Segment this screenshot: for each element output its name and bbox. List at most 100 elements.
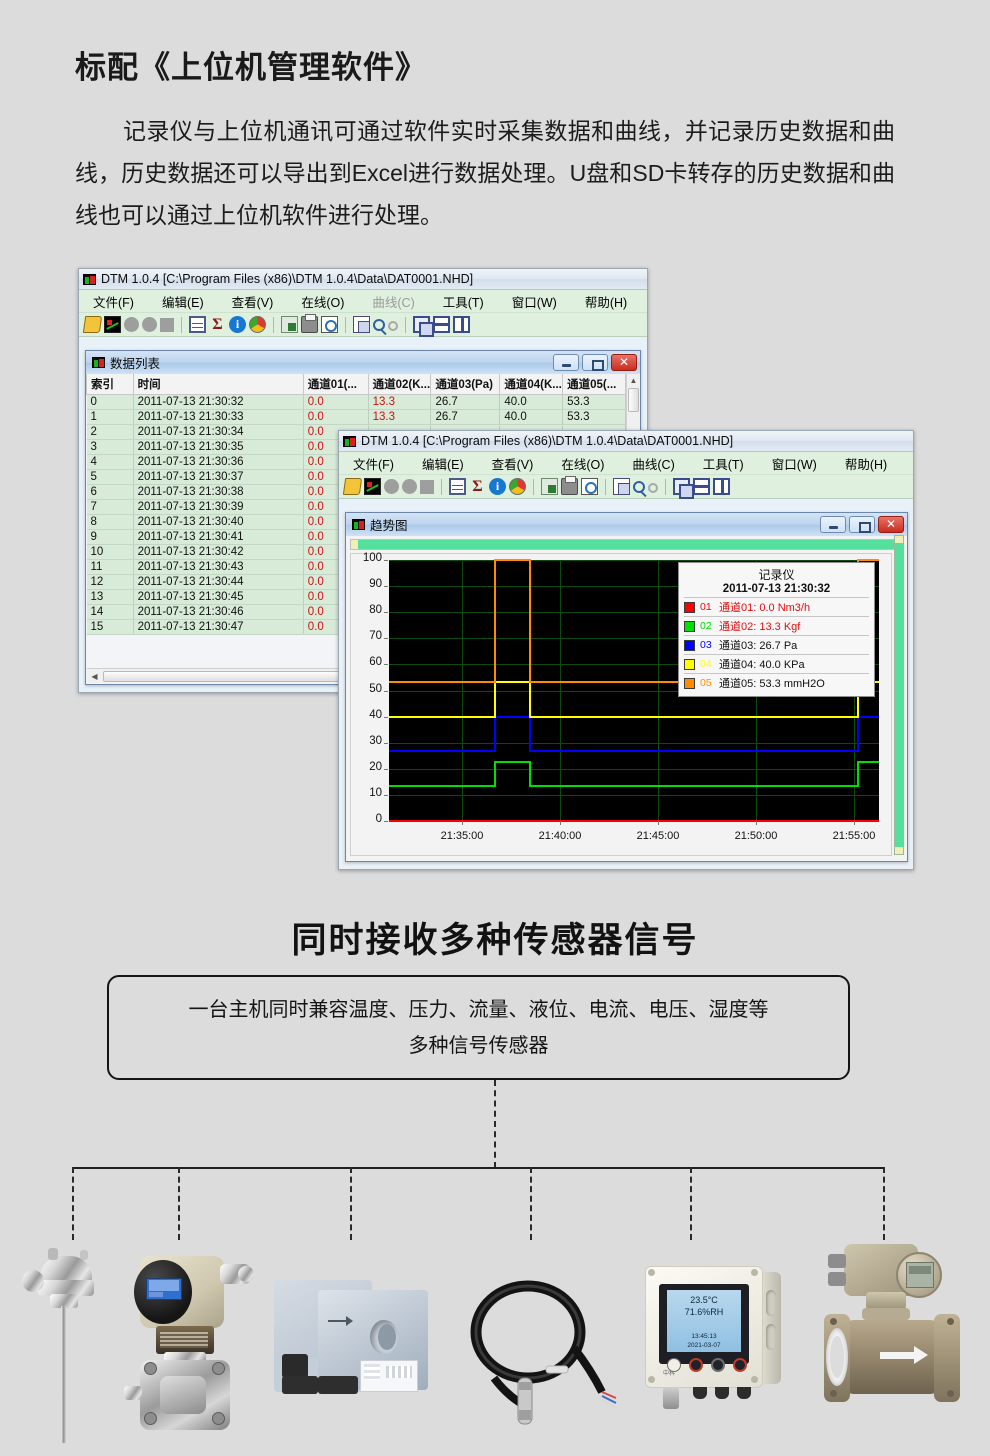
column-header-1[interactable]: 时间 — [132, 374, 304, 395]
menu-view[interactable]: 查看(V) — [491, 457, 534, 472]
dtm-window-trend[interactable]: DTM 1.0.4 [C:\Program Files (x86)\DTM 1.… — [338, 430, 914, 870]
range-handle-left[interactable] — [351, 540, 358, 549]
stop-square-icon[interactable] — [160, 317, 174, 332]
range-track[interactable] — [358, 540, 895, 549]
zoom-in-icon[interactable] — [373, 319, 385, 331]
legend-color-swatch — [684, 620, 695, 632]
power-button[interactable] — [667, 1358, 681, 1372]
zoom-out-icon[interactable] — [648, 482, 658, 493]
mdi-titlebar-trend[interactable]: 趋势图 ✕ — [346, 513, 907, 536]
column-header-2[interactable]: 通道01(... — [302, 374, 369, 395]
pie-chart-icon[interactable] — [509, 478, 526, 495]
table-row[interactable]: 1 2011-07-13 21:30:33 0.0 13.3 26.7 40.0 53.3 — [86, 409, 626, 425]
menu-edit[interactable]: 编辑(E) — [421, 457, 464, 472]
mdi-titlebar[interactable]: 数据列表 ✕ — [86, 351, 640, 374]
trend-chart[interactable]: 0 10 20 30 40 50 60 70 80 90 100 21:35:00 21:40:00 21… — [350, 552, 892, 856]
set-button[interactable] — [689, 1358, 703, 1372]
table-grid-icon[interactable] — [449, 478, 466, 495]
legend-item-01[interactable]: 01 通道01: 0.0 Nm3/h — [684, 597, 869, 616]
zoom-out-icon[interactable] — [388, 320, 398, 331]
vsb-handle-top[interactable] — [895, 536, 903, 543]
minimize-button[interactable] — [553, 354, 579, 371]
column-header-6[interactable]: 通道05(... — [562, 374, 626, 395]
toolbar[interactable]: Σ i — [79, 313, 647, 337]
chart-vertical-scrollbar[interactable] — [894, 535, 904, 855]
column-header-5[interactable]: 通道04(K... — [499, 374, 564, 395]
export-excel-icon[interactable] — [281, 316, 298, 333]
copy-icon[interactable] — [353, 316, 370, 333]
menu-online[interactable]: 在线(O) — [301, 295, 345, 310]
menu-window[interactable]: 窗口(W) — [771, 457, 817, 472]
column-header-4[interactable]: 通道03(Pa) — [430, 374, 501, 395]
legend-item-02[interactable]: 02 通道02: 13.3 Kgf — [684, 616, 869, 635]
scroll-thumb[interactable] — [628, 388, 639, 412]
copy-icon[interactable] — [613, 478, 630, 495]
legend-item-04[interactable]: 04 通道04: 40.0 KPa — [684, 654, 869, 673]
column-header-0[interactable]: 索引 — [86, 374, 134, 395]
mdi-window-trend[interactable]: 趋势图 ✕ 0 10 20 30 40 50 60 70 80 90 100 21:35:00 21:4… — [345, 512, 908, 862]
record-circle-icon[interactable] — [124, 317, 139, 332]
menubar[interactable]: 文件(F) 编辑(E) 查看(V) 在线(O) 曲线(C) 工具(T) 窗口(W… — [79, 290, 647, 313]
menu-tools[interactable]: 工具(T) — [442, 295, 484, 310]
menu-file[interactable]: 文件(F) — [93, 295, 134, 310]
column-header-3[interactable]: 通道02(K... — [367, 374, 432, 395]
chart-icon[interactable] — [104, 316, 121, 333]
pie-chart-icon[interactable] — [249, 316, 266, 333]
cascade-windows-icon[interactable] — [673, 478, 694, 499]
tile-horizontal-icon[interactable] — [693, 478, 710, 495]
legend-item-03[interactable]: 03 通道03: 26.7 Pa — [684, 635, 869, 654]
table-row[interactable]: 0 2011-07-13 21:30:32 0.0 13.3 26.7 40.0 53.3 — [86, 394, 626, 410]
close-button[interactable]: ✕ — [611, 354, 637, 371]
pause-circle-icon[interactable] — [142, 317, 157, 332]
chart-icon[interactable] — [364, 478, 381, 495]
menu-window[interactable]: 窗口(W) — [511, 295, 557, 310]
menu-tools[interactable]: 工具(T) — [702, 457, 744, 472]
sigma-statistics-icon[interactable]: Σ — [212, 316, 223, 333]
menu-file[interactable]: 文件(F) — [353, 457, 394, 472]
up-button[interactable] — [733, 1358, 747, 1372]
menu-view[interactable]: 查看(V) — [231, 295, 274, 310]
minimize-button[interactable] — [820, 516, 846, 533]
open-folder-icon[interactable] — [342, 478, 363, 495]
pause-circle-icon[interactable] — [402, 479, 417, 494]
window-titlebar[interactable]: DTM 1.0.4 [C:\Program Files (x86)\DTM 1.… — [79, 269, 647, 290]
print-icon[interactable] — [301, 314, 318, 333]
maximize-button[interactable] — [582, 354, 608, 371]
time-range-scrollbar[interactable] — [350, 539, 903, 550]
table-grid-icon[interactable] — [189, 316, 206, 333]
open-folder-icon[interactable] — [82, 316, 103, 333]
menu-curve[interactable]: 曲线(C) — [632, 457, 675, 472]
window-titlebar-2[interactable]: DTM 1.0.4 [C:\Program Files (x86)\DTM 1.… — [339, 431, 913, 452]
cell-r0-c6: 53.3 — [562, 394, 626, 410]
menu-help[interactable]: 帮助(H) — [844, 457, 888, 472]
menu-curve[interactable]: 曲线(C) — [372, 295, 415, 310]
sigma-statistics-icon[interactable]: Σ — [472, 478, 483, 495]
zoom-in-icon[interactable] — [633, 481, 645, 493]
series-03-segment — [529, 750, 857, 753]
maximize-button[interactable] — [849, 516, 875, 533]
record-circle-icon[interactable] — [384, 479, 399, 494]
tile-horizontal-icon[interactable] — [433, 316, 450, 333]
scroll-left-icon[interactable]: ◀ — [91, 671, 98, 681]
menubar-2[interactable]: 文件(F) 编辑(E) 查看(V) 在线(O) 曲线(C) 工具(T) 窗口(W… — [339, 452, 913, 475]
tile-vertical-icon[interactable] — [713, 478, 730, 495]
cascade-windows-icon[interactable] — [413, 316, 434, 337]
legend-item-05[interactable]: 05 通道05: 53.3 mmH2O — [684, 673, 869, 692]
menu-help[interactable]: 帮助(H) — [584, 295, 628, 310]
info-icon[interactable]: i — [229, 316, 246, 333]
print-preview-icon[interactable] — [321, 316, 338, 333]
down-button[interactable] — [711, 1358, 725, 1372]
tile-vertical-icon[interactable] — [453, 316, 470, 333]
scroll-up-icon[interactable]: ▲ — [629, 376, 638, 385]
menu-online[interactable]: 在线(O) — [561, 457, 605, 472]
export-excel-icon[interactable] — [541, 478, 558, 495]
menu-edit[interactable]: 编辑(E) — [161, 295, 204, 310]
toolbar-2[interactable]: Σ i — [339, 475, 913, 499]
print-preview-icon[interactable] — [581, 478, 598, 495]
close-button[interactable]: ✕ — [878, 516, 904, 533]
stop-square-icon[interactable] — [420, 479, 434, 494]
cable-coil-icon — [470, 1280, 617, 1425]
vsb-handle-bottom[interactable] — [895, 847, 903, 854]
print-icon[interactable] — [561, 476, 578, 495]
info-icon[interactable]: i — [489, 478, 506, 495]
